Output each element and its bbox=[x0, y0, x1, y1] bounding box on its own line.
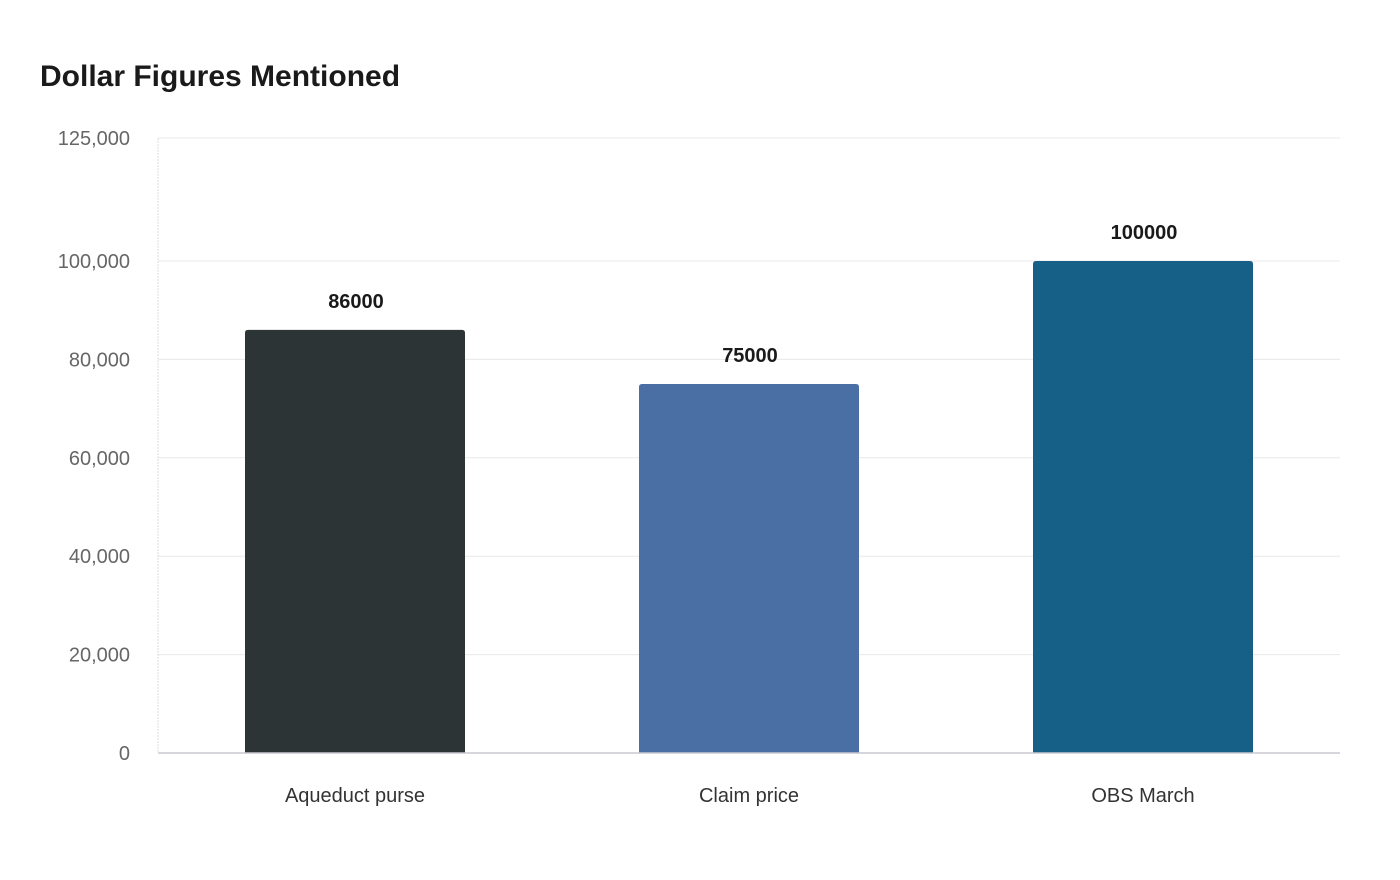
data-label: 75000 bbox=[722, 345, 778, 367]
x-tick-label: Aqueduct purse bbox=[285, 785, 425, 807]
bar bbox=[639, 384, 859, 753]
y-tick-label: 125,000 bbox=[58, 128, 130, 150]
y-tick-label: 100,000 bbox=[58, 251, 130, 273]
data-label: 86000 bbox=[328, 291, 384, 313]
x-tick-label: OBS March bbox=[1091, 785, 1194, 807]
x-tick-label: Claim price bbox=[699, 785, 799, 807]
y-tick-label: 40,000 bbox=[69, 546, 130, 568]
y-tick-label: 80,000 bbox=[69, 349, 130, 371]
y-tick-label: 20,000 bbox=[69, 645, 130, 667]
bar bbox=[245, 329, 465, 753]
bar bbox=[1033, 261, 1253, 753]
data-label: 100000 bbox=[1111, 222, 1178, 244]
chart-title: Dollar Figures Mentioned bbox=[40, 60, 401, 93]
y-tick-label: 0 bbox=[119, 743, 130, 765]
y-tick-label: 60,000 bbox=[69, 448, 130, 470]
